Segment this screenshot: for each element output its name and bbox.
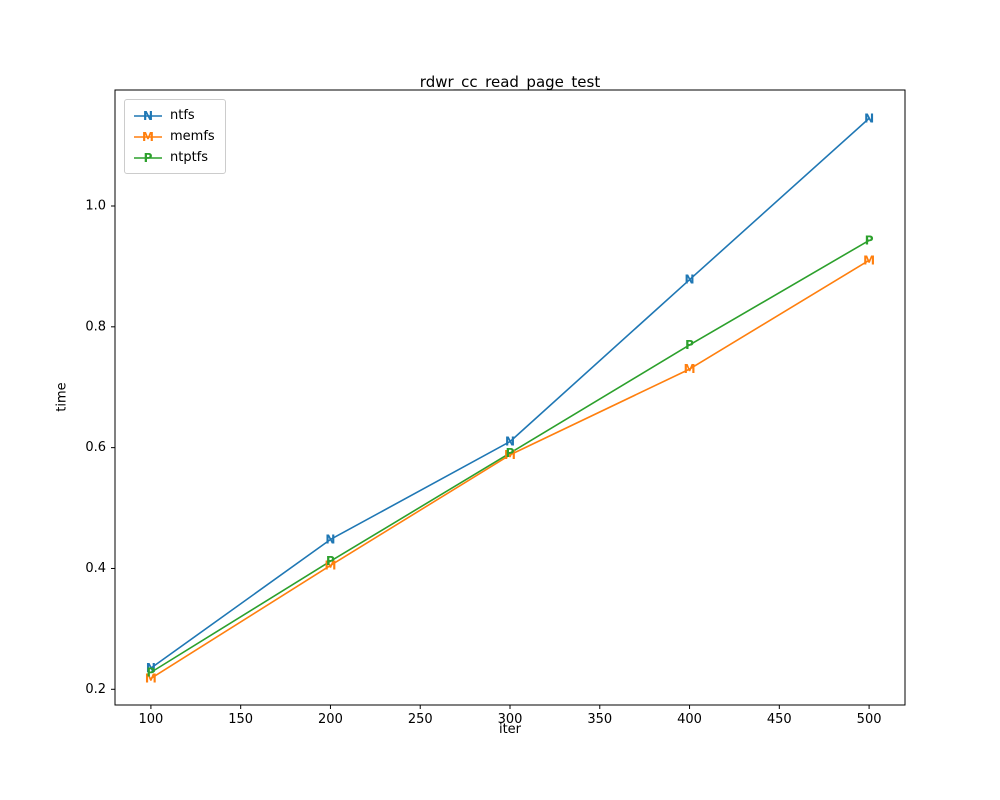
chart-title: rdwr_cc_read_page_test — [419, 73, 601, 91]
marker-memfs: M — [504, 448, 516, 462]
x-tick-label: 250 — [408, 712, 433, 727]
marker-ntptfs: P — [865, 233, 874, 247]
plot-border — [114, 89, 906, 706]
series-line-memfs — [150, 259, 870, 680]
marker-ntptfs: P — [147, 665, 156, 679]
marker-ntfs: N — [146, 661, 156, 675]
legend-label-ntptfs: ntptfs — [170, 149, 209, 165]
series-line-ntptfs — [150, 239, 870, 674]
marker-ntptfs: P — [326, 554, 335, 568]
series-line-ntfs — [150, 117, 870, 669]
y-tick-label: 0.8 — [85, 319, 106, 334]
marker-ntfs: N — [325, 532, 335, 546]
svg-text:N: N — [143, 109, 153, 123]
x-tick-label: 200 — [318, 712, 343, 727]
legend-sample-memfs: M — [134, 130, 162, 144]
x-tick-label: 100 — [138, 712, 163, 727]
marker-memfs: M — [684, 362, 696, 376]
x-tick-label: 150 — [228, 712, 253, 727]
marker-memfs: M — [145, 671, 157, 685]
y-tick-label: 1.0 — [85, 198, 106, 213]
legend-label-ntfs: ntfs — [170, 107, 195, 123]
x-tick-label: 300 — [498, 712, 523, 727]
x-tick-label: 400 — [677, 712, 702, 727]
y-tick-label: 0.6 — [85, 440, 106, 455]
y-axis-label: time — [54, 382, 70, 412]
legend-label-memfs: memfs — [170, 128, 215, 144]
y-tick-label: 0.2 — [85, 682, 106, 697]
marker-ntptfs: P — [506, 446, 515, 460]
legend-sample-ntptfs: P — [134, 151, 162, 165]
marker-ntfs: N — [505, 435, 515, 449]
x-axis-label: iter — [498, 722, 522, 737]
y-tick-label: 0.4 — [85, 561, 106, 576]
marker-memfs: M — [863, 253, 875, 267]
x-tick-label: 350 — [587, 712, 612, 727]
svg-text:P: P — [144, 151, 153, 165]
marker-ntptfs: P — [685, 338, 694, 352]
x-tick-label: 450 — [767, 712, 792, 727]
marker-memfs: M — [324, 558, 336, 572]
legend-sample-ntfs: N — [134, 109, 162, 123]
x-tick-label: 500 — [857, 712, 882, 727]
svg-text:M: M — [142, 130, 154, 144]
marker-ntfs: N — [864, 111, 874, 125]
marker-ntfs: N — [685, 273, 695, 287]
